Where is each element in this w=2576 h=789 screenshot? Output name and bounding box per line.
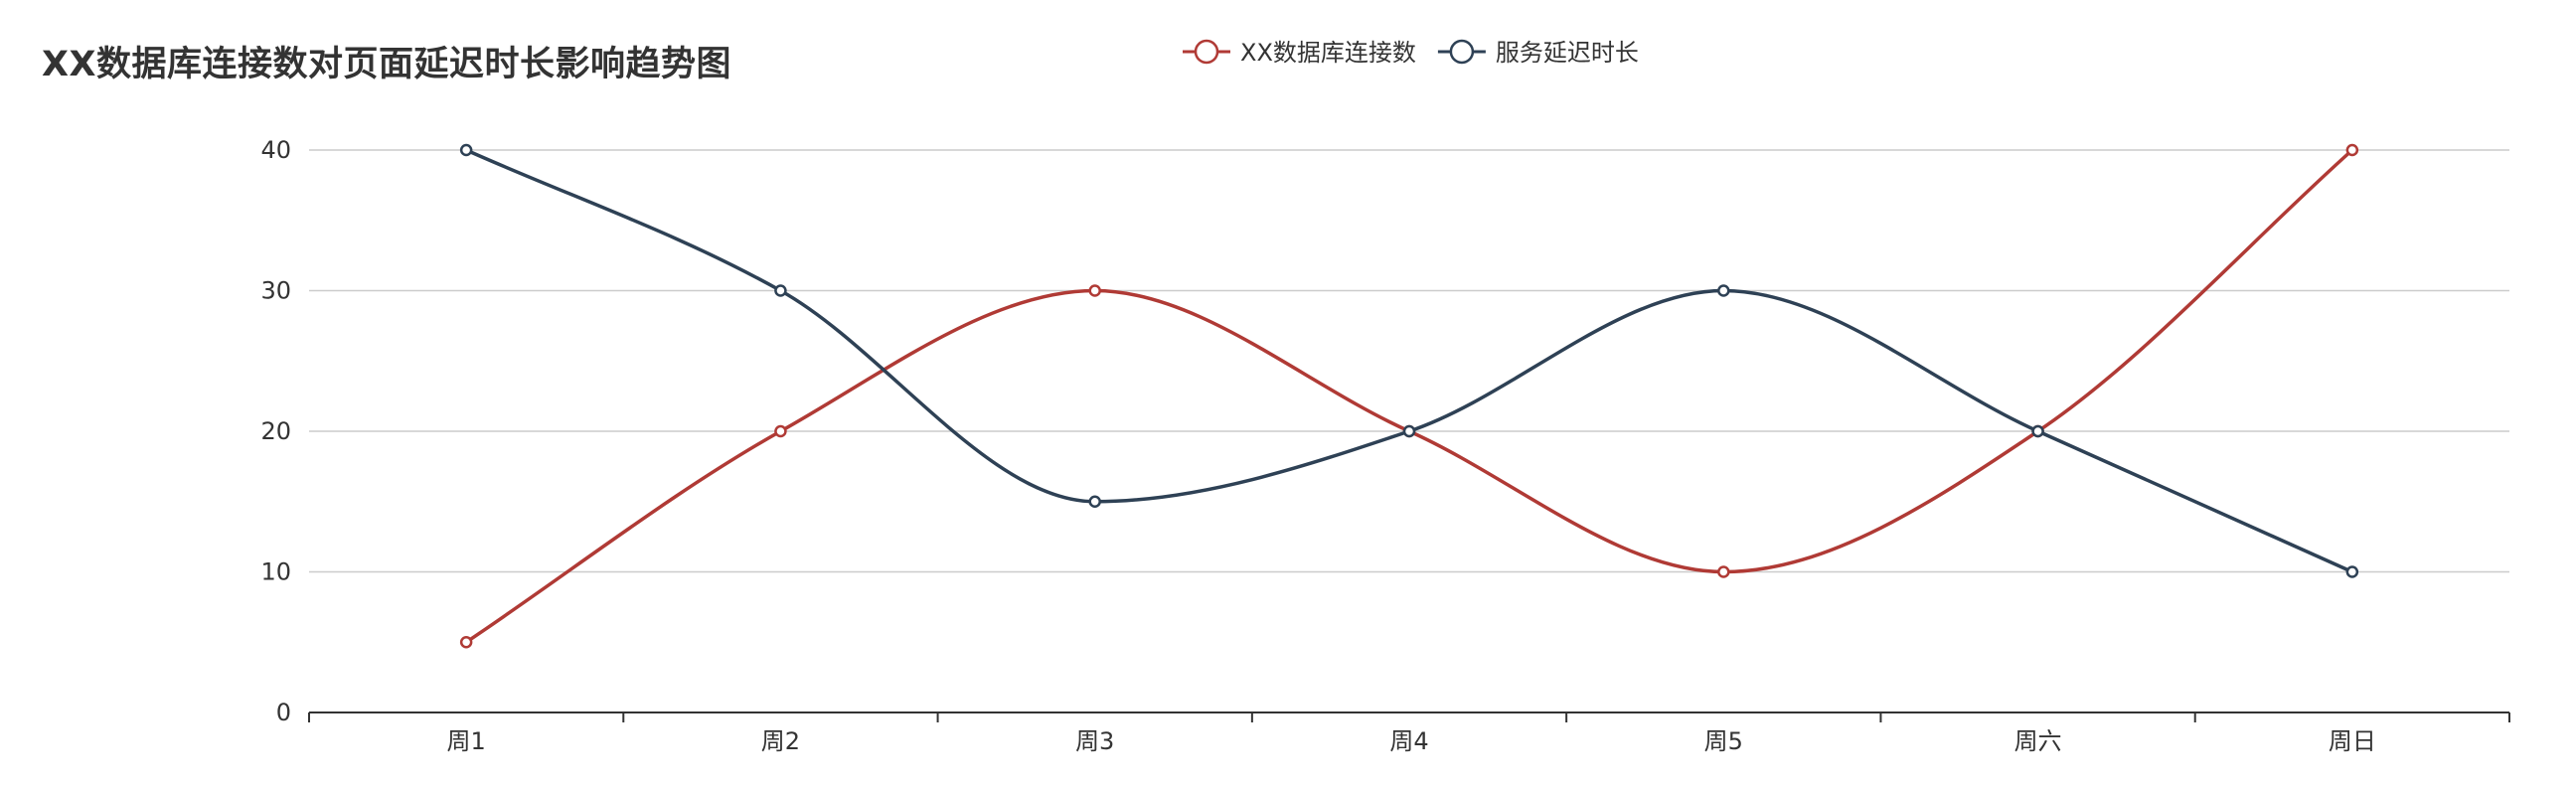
x-tick-label: 周六 xyxy=(2014,727,2062,755)
data-point[interactable] xyxy=(774,284,787,297)
series-line xyxy=(465,148,2354,644)
data-point[interactable] xyxy=(1088,495,1101,508)
y-tick-label: 0 xyxy=(276,699,291,726)
data-point[interactable] xyxy=(459,143,473,157)
data-point[interactable] xyxy=(2345,143,2359,157)
x-tick-label: 周日 xyxy=(2329,727,2376,755)
y-tick-label: 30 xyxy=(260,277,291,305)
data-point[interactable] xyxy=(1402,424,1416,438)
legend-item-1[interactable]: XX数据库连接数 xyxy=(1183,39,1416,67)
y-tick-label: 10 xyxy=(260,558,291,586)
legend-marker-icon xyxy=(1194,39,1219,65)
series-layer xyxy=(459,143,2359,649)
data-point[interactable] xyxy=(1717,565,1730,578)
x-tick-label: 周2 xyxy=(761,727,800,755)
series-2 xyxy=(459,143,2359,578)
x-tick-label: 周5 xyxy=(1704,727,1743,755)
x-tick-label: 周3 xyxy=(1075,727,1114,755)
legend-label: 服务延迟时长 xyxy=(1496,39,1639,67)
data-point[interactable] xyxy=(774,424,787,438)
chart-title: XX数据库连接数对页面延迟时长影响趋势图 xyxy=(42,45,731,84)
x-tick-label: 周4 xyxy=(1389,727,1428,755)
legend[interactable]: XX数据库连接数 服务延迟时长 xyxy=(1183,39,1639,67)
data-point[interactable] xyxy=(1088,284,1101,297)
series-line xyxy=(465,148,2353,574)
x-tick-label: 周1 xyxy=(447,727,486,755)
data-point[interactable] xyxy=(2345,565,2359,578)
y-tick-label: 20 xyxy=(260,417,291,445)
grid-lines xyxy=(309,149,2509,573)
data-point[interactable] xyxy=(2031,424,2044,438)
legend-marker-icon xyxy=(1449,39,1475,65)
legend-label: XX数据库连接数 xyxy=(1240,39,1416,67)
axes: 0 10 20 30 40 周1 周2 周3 周4 周5 周六 周日 xyxy=(260,136,2510,755)
legend-item-2[interactable]: 服务延迟时长 xyxy=(1437,39,1639,67)
data-point[interactable] xyxy=(1717,284,1730,297)
data-point[interactable] xyxy=(459,636,473,649)
y-tick-label: 40 xyxy=(260,136,291,164)
